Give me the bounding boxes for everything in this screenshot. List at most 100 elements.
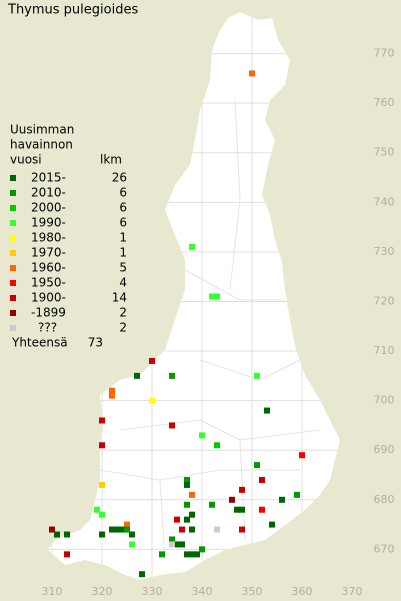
observation-square <box>299 452 305 459</box>
y-tick-label: 770 <box>374 47 395 60</box>
observation-square <box>109 526 115 533</box>
legend-count-header: lkm <box>100 153 122 167</box>
observation-square <box>169 372 175 379</box>
title: Thymus pulegioides <box>7 3 138 18</box>
legend-label: 1990- <box>31 216 66 230</box>
legend-label: 1900- <box>31 291 66 305</box>
legend-swatch <box>10 235 16 241</box>
observation-square <box>94 506 100 513</box>
x-tick-label: 350 <box>242 585 263 598</box>
observation-square <box>249 70 255 77</box>
legend-count: 2 <box>119 306 127 320</box>
observation-square <box>239 486 245 493</box>
x-tick-label: 330 <box>142 585 163 598</box>
observation-square <box>184 481 190 488</box>
legend-count: 6 <box>119 186 127 200</box>
legend-count: 1 <box>119 246 127 260</box>
observation-square <box>264 407 270 414</box>
observation-square <box>54 531 60 538</box>
y-tick-label: 760 <box>374 96 395 109</box>
legend-count: 1 <box>119 231 127 245</box>
y-tick-label: 750 <box>374 146 395 159</box>
observation-square <box>269 521 275 528</box>
y-tick-label: 690 <box>374 443 395 456</box>
legend-swatch <box>10 250 16 256</box>
observation-square <box>194 551 200 558</box>
observation-square <box>99 417 105 424</box>
observation-square <box>99 511 105 518</box>
y-tick-label: 670 <box>374 542 395 555</box>
legend-swatch <box>10 175 16 181</box>
legend-total: 73 <box>88 336 103 350</box>
observation-square <box>64 551 70 558</box>
observation-square <box>174 541 180 548</box>
observation-square <box>139 571 145 578</box>
observation-square <box>184 551 190 558</box>
legend-label: 2015- <box>31 171 66 185</box>
observation-square <box>189 511 195 518</box>
legend-swatch <box>10 280 16 286</box>
legend-label: 2010- <box>31 186 66 200</box>
legend-swatch <box>10 310 16 316</box>
observation-square <box>179 526 185 533</box>
observation-square <box>64 531 70 538</box>
observation-square <box>129 541 135 548</box>
observation-square <box>184 501 190 508</box>
observation-square <box>189 491 195 498</box>
observation-square <box>189 526 195 533</box>
observation-square <box>109 392 115 399</box>
legend-label: 1980- <box>31 231 66 245</box>
legend-count: 2 <box>119 321 127 335</box>
y-tick-label: 720 <box>374 294 395 307</box>
observation-square <box>234 506 240 513</box>
observation-square <box>214 442 220 449</box>
observation-square <box>254 462 260 469</box>
observation-square <box>184 476 190 483</box>
legend-label: 1970- <box>31 246 66 260</box>
finland-outline <box>48 12 340 580</box>
y-tick-label: 700 <box>374 394 395 407</box>
legend-swatch <box>10 190 16 196</box>
observation-square <box>169 536 175 543</box>
observation-square <box>279 496 285 503</box>
legend-header: vuosi <box>10 153 42 167</box>
observation-square <box>119 526 125 533</box>
legend-swatch <box>10 325 16 331</box>
observation-square <box>174 516 180 523</box>
y-tick-label: 740 <box>374 195 395 208</box>
observation-square <box>209 501 215 508</box>
legend-swatch <box>10 295 16 301</box>
observation-square <box>214 293 220 300</box>
observation-square <box>169 541 175 548</box>
legend-header: havainnon <box>10 138 73 152</box>
observation-square <box>179 541 185 548</box>
legend-count: 6 <box>119 216 127 230</box>
legend-count: 26 <box>112 171 127 185</box>
x-tick-label: 370 <box>342 585 363 598</box>
observation-square <box>184 516 190 523</box>
observation-square <box>124 526 130 533</box>
observation-square <box>239 526 245 533</box>
x-tick-label: 310 <box>42 585 63 598</box>
observation-square <box>129 531 135 538</box>
legend-total-label: Yhteensä <box>11 336 68 350</box>
observation-square <box>239 506 245 513</box>
observation-square <box>169 422 175 429</box>
legend-label: -1899 <box>31 306 66 320</box>
legend-label: 1960- <box>31 261 66 275</box>
legend-label: 2000- <box>31 201 66 215</box>
observation-square <box>159 551 165 558</box>
x-tick-label: 360 <box>292 585 313 598</box>
observation-square <box>209 293 215 300</box>
legend-count: 14 <box>112 291 127 305</box>
x-tick-label: 320 <box>92 585 113 598</box>
y-tick-label: 730 <box>374 245 395 258</box>
observation-square <box>149 397 155 404</box>
legend-count: 6 <box>119 201 127 215</box>
legend-header: Uusimman <box>10 123 74 137</box>
legend-label: ??? <box>38 321 57 335</box>
observation-square <box>259 476 265 483</box>
legend-count: 5 <box>119 261 127 275</box>
observation-square <box>99 531 105 538</box>
